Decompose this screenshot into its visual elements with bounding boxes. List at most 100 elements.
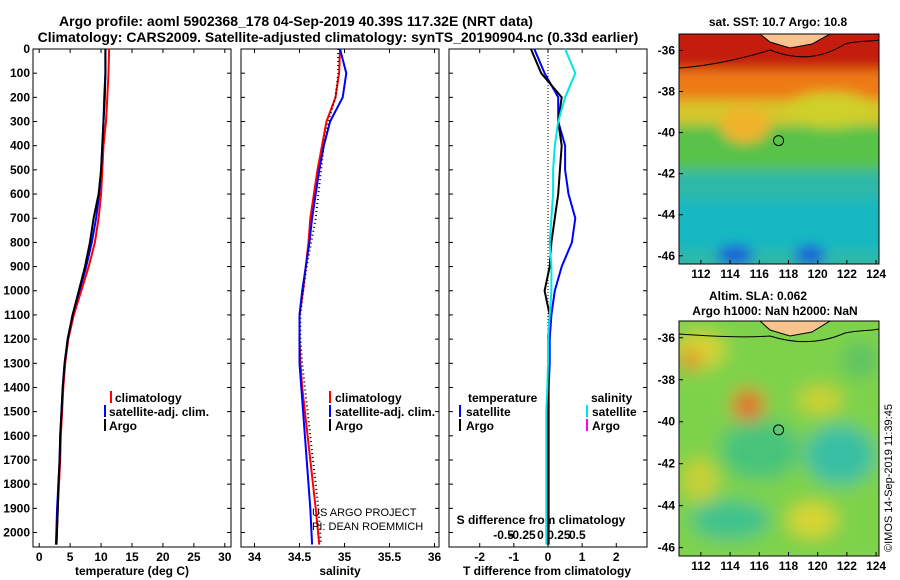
x-tick-label: 35: [338, 550, 352, 564]
map-x-tick-label: 118: [779, 267, 799, 281]
legend-label-satellite: satellite-adj. clim.: [109, 405, 209, 419]
sla-map-title: Altim. SLA: 0.062: [709, 289, 807, 303]
legend-label-climatology: climatology: [115, 391, 182, 405]
legend-label-temp-satellite: satellite: [466, 405, 511, 419]
sst-map-ticks: 112 114 116 118 120 122 124 -36 -38 -40 -42 -44 -46: [658, 43, 887, 281]
y-tick-label: 1800: [3, 477, 30, 491]
difference-series-salinity-satellite: [545, 48, 577, 545]
map-y-tick-label: -44: [658, 208, 676, 222]
sla-coastline: [759, 321, 831, 337]
x-tick-label: -1: [509, 550, 520, 564]
y-tick-label: 900: [10, 260, 30, 274]
difference-series-temperature-argo: [529, 48, 563, 545]
legend-swatch-sal-argo: [586, 419, 588, 431]
y-tick-label: 0: [23, 42, 30, 56]
sla-field: [679, 321, 879, 556]
legend-swatch-temp-argo: [459, 419, 461, 431]
map-x-tick-label: 112: [691, 559, 711, 573]
y-tick-label: 300: [10, 115, 30, 129]
map-y-tick-label: -46: [658, 541, 676, 555]
x-tick-label: 25: [187, 550, 201, 564]
x2-tick-label: -0.5: [493, 528, 514, 542]
legend-swatch-climatology: [110, 391, 112, 403]
legend-swatch-argo: [104, 419, 106, 431]
difference-legend-salinity: salinity satellite Argo: [586, 391, 637, 433]
map-x-tick-label: 122: [837, 559, 857, 573]
y-tick-label: 100: [10, 66, 30, 80]
legend-swatch-satellite: [329, 405, 331, 417]
legend-swatch-satellite: [104, 405, 106, 417]
map-y-tick-label: -38: [658, 85, 676, 99]
x2-tick-label: 0.25: [547, 528, 571, 542]
map-x-tick-label: 120: [808, 267, 828, 281]
map-x-tick-label: 116: [750, 267, 770, 281]
x-tick-label: -2: [474, 550, 485, 564]
sla-map-ticks: 112 114 116 118 120 122 124 -36 -38 -40 -42 -44 -46: [658, 331, 887, 573]
legend-label-sal-argo: Argo: [592, 419, 620, 433]
y-tick-label: 1300: [3, 356, 30, 370]
temperature-legend: climatology satellite-adj. clim. Argo: [104, 391, 209, 433]
map-x-tick-label: 124: [866, 267, 886, 281]
sst-float-marker: [773, 135, 785, 147]
salinity-series-climatology: [298, 48, 341, 545]
x-tick-label: 0: [36, 550, 43, 564]
map-y-tick-label: -42: [658, 457, 676, 471]
x-tick-label: 1: [579, 550, 586, 564]
legend-label-argo: Argo: [109, 419, 137, 433]
x-tick-label: 2: [613, 550, 620, 564]
y-tick-label: 1400: [3, 380, 30, 394]
map-x-tick-label: 114: [720, 559, 740, 573]
x-tick-label: 15: [125, 550, 139, 564]
figure-title-line2: Climatology: CARS2009. Satellite-adjuste…: [38, 29, 639, 45]
temperature-series-satellite-adj-clim-: [54, 49, 107, 545]
y-tick-label: 800: [10, 235, 30, 249]
map-y-tick-label: -46: [658, 249, 676, 263]
y-tick-label: 400: [10, 139, 30, 153]
y-tick-label: 2000: [3, 525, 30, 539]
x-tick-label: 30: [218, 550, 232, 564]
x-tick-label: 0: [545, 550, 552, 564]
sla-map: Altim. SLA: 0.062 Argo h1000: NaN h2000:…: [658, 289, 887, 573]
legend-label-argo: Argo: [335, 419, 363, 433]
salinity-plot-frame: [240, 48, 440, 548]
difference-legend-temperature: temperature satellite Argo: [459, 391, 538, 433]
y-tick-label: 200: [10, 90, 30, 104]
map-x-tick-label: 114: [720, 267, 740, 281]
credit-pi: PI: DEAN ROEMMICH: [312, 521, 423, 533]
sst-map-frame: [678, 33, 880, 265]
map-y-tick-label: -42: [658, 167, 676, 181]
legend-title-temperature: temperature: [468, 391, 538, 405]
y-tick-label: 1600: [3, 429, 30, 443]
map-x-tick-label: 118: [779, 559, 799, 573]
sla-bathymetry-contour: [679, 328, 879, 343]
x2-tick-label: 0: [537, 528, 544, 542]
sst-map: sat. SST: 10.7 Argo: 10.8 112 114 116 118 12…: [658, 15, 887, 281]
legend-label-satellite: satellite-adj. clim.: [335, 405, 435, 419]
map-y-tick-label: -38: [658, 373, 676, 387]
map-x-tick-label: 112: [691, 267, 711, 281]
salinity-series-satellite-adj-clim-: [298, 48, 348, 545]
sst-field: [679, 34, 879, 264]
salinity-legend: climatology satellite-adj. clim. Argo: [329, 391, 435, 433]
temperature-series-argo: [55, 49, 107, 545]
difference-xlabel: T difference from climatology: [463, 564, 631, 578]
map-x-tick-label: 124: [866, 559, 886, 573]
difference-x2label: S difference from climatology: [457, 513, 626, 527]
credit-project: US ARGO PROJECT: [312, 507, 417, 519]
legend-label-temp-argo: Argo: [466, 419, 494, 433]
y-tick-label: 1500: [3, 405, 30, 419]
legend-title-salinity: salinity: [591, 391, 633, 405]
profile-series: [54, 48, 577, 547]
legend-label-climatology: climatology: [335, 391, 402, 405]
x-tick-label: 35.5: [378, 550, 402, 564]
x-tick-label: 20: [156, 550, 170, 564]
sst-coastline: [759, 34, 832, 49]
y-tick-label: 1200: [3, 332, 30, 346]
map-x-tick-label: 120: [808, 559, 828, 573]
map-x-tick-label: 122: [837, 267, 857, 281]
map-x-tick-label: 116: [750, 559, 770, 573]
sst-bathymetry-contour: [679, 39, 879, 69]
sla-float-marker: [773, 424, 785, 436]
temperature-series-climatology: [55, 48, 111, 545]
